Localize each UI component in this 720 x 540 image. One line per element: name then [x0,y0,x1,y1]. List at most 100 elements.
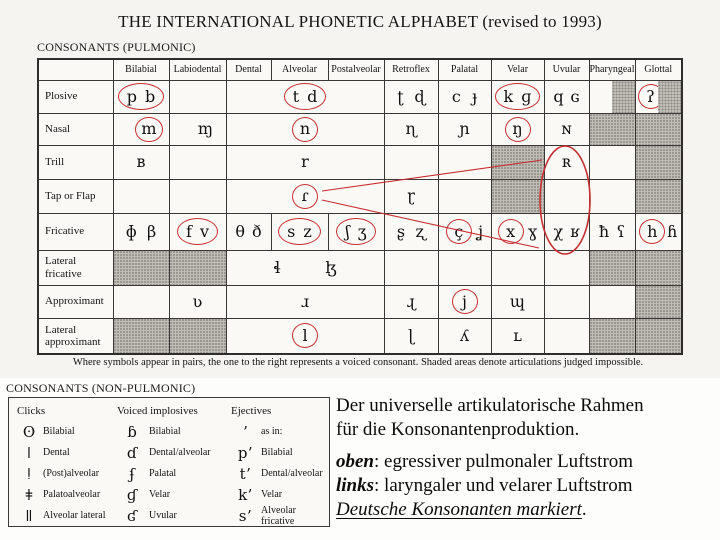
cell [588,178,636,214]
nonpulmonic-item-label: Uvular [149,510,177,521]
red-circle-annotation: l [292,323,318,349]
cell: ɽ [383,178,439,214]
ipa-symbol: ð [251,221,262,241]
cell [588,284,636,319]
ipa-symbol: ɣ [527,221,538,241]
cell-content: n [227,116,384,142]
ipa-symbol: d [307,86,318,106]
nonpulmonic-item-label: (Post)alveolar [43,468,100,479]
cell [383,144,439,180]
column-header-uvular: Uvular [543,58,590,81]
cell: j [437,284,492,319]
cell: ɻ [383,284,439,319]
column-header-row: Bilabial Labiodental Dental Alveolar Postalv… [37,58,683,81]
cell [543,284,590,319]
cell: ɾ [225,178,385,214]
cell-content: ʀ [545,154,589,170]
ipa-symbol: θ [235,221,246,241]
nonpulmonic-group-header: Clicks [17,405,46,417]
ipa-symbol: ɰ [509,291,526,311]
cell [490,144,545,180]
ipa-symbol: r [301,152,309,171]
caption-frame-text: Der universelle artikulatorische Rahmen f… [336,394,718,443]
cell [112,178,170,214]
ipa-symbol: l [302,325,308,345]
nonpulmonic-item-label: Alveolar fricative [261,504,296,527]
red-circle-annotation: x [497,219,524,244]
row-label: Lateral fricative [37,249,114,286]
cell [543,317,590,355]
red-circle-annotation: ç [445,219,472,244]
ipa-symbol: q [553,86,564,106]
red-circle-annotation: n [292,116,318,142]
cell [634,112,683,146]
cell-content: ɲ [439,121,491,137]
cell: n [225,112,385,146]
caption-marked-period: . [581,499,587,521]
ipa-symbol: ǃ [26,464,32,483]
ipa-symbol: ɽ [407,186,415,205]
ipa-symbol: m [141,119,157,138]
red-circle-annotation: j [451,289,478,314]
ipa-symbol: t [292,86,300,106]
cell [112,284,170,319]
caption-oben-text: : egressiver pulmonaler Luftstrom [374,450,634,472]
cell [588,144,636,180]
ipa-symbol: ʼ [242,422,248,441]
table-corner-cell [37,58,114,81]
ipa-symbol: h [647,221,658,241]
cell [168,144,227,180]
ipa-symbol: χ [553,221,564,241]
cell-content: ɰ [492,291,544,311]
cell [383,249,439,286]
caption-links-text: : laryngaler und velarer Luftstrom [374,474,633,496]
ipa-symbol: v [199,221,209,241]
ipa-symbol: s [287,221,296,241]
table-row-lateral-approximant: Lateral approximant l ɭ ʎ ʟ [37,317,683,355]
red-circle-annotation: ʔ [637,84,664,109]
ipa-symbol: ɮ [325,257,337,277]
nonpulmonic-item-label: as in: [261,426,283,437]
cell [634,144,683,180]
ipa-symbol: ʒ [357,221,367,241]
ipa-symbol: ʈ [397,86,404,106]
cell [168,249,227,286]
ipa-symbol: k [503,86,514,106]
row-label: Lateral approximant [37,317,114,355]
cell: ʎ [437,317,492,355]
cell: ɭ [383,317,439,355]
cell [168,178,227,214]
table-footnote: Where symbols appear in pairs, the one t… [72,357,644,368]
cell: ɲ [437,112,492,146]
cell [588,79,636,114]
caption-marked-text: Deutsche Konsonanten markiert [336,499,582,521]
caption-line-2: für die Konsonantenproduktion. [336,419,580,441]
table-row-approximant: Approximant ʋ ɹ ɻ j ɰ [37,284,683,319]
ipa-symbol: ʝ [477,221,484,241]
cell [588,249,636,286]
caption-marked-line: Deutsche Konsonanten markiert. [336,498,718,522]
cell [543,178,590,214]
cell: ɰ [490,284,545,319]
cell: ʔ [634,79,683,114]
red-circle-annotation: m [135,116,163,142]
